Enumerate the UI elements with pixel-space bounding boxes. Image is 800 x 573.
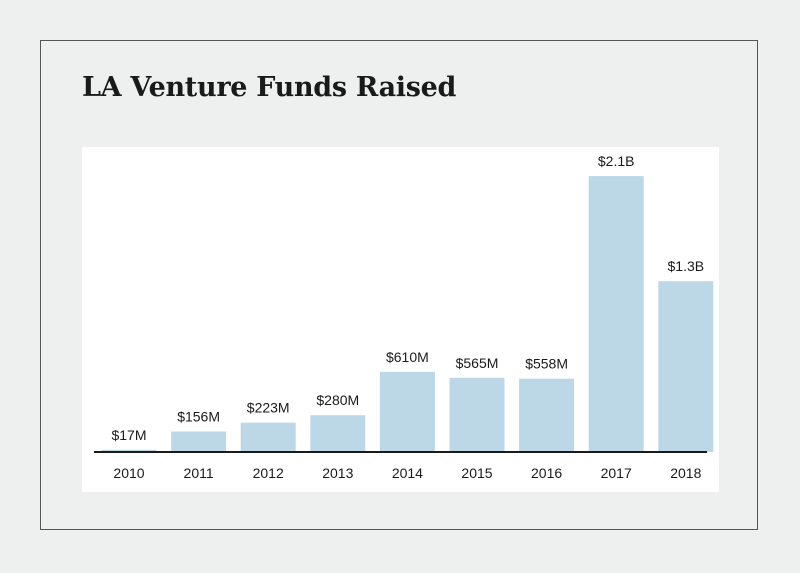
bar-2016 (519, 378, 575, 452)
x-tick-label-2011: 2011 (184, 465, 214, 481)
bar-2013 (310, 415, 366, 452)
x-tick-label-2010: 2010 (113, 465, 144, 481)
value-label-2018: $1.3B (668, 258, 705, 274)
value-labels-group: $17M $156M $223M $280M $610M $565M $558M $2.1B $… (111, 153, 704, 443)
value-label-2014: $610M (386, 349, 429, 365)
value-label-2012: $223M (247, 400, 290, 416)
value-label-2015: $565M (456, 355, 499, 371)
x-tick-label-2017: 2017 (601, 465, 632, 481)
value-label-2017: $2.1B (598, 153, 635, 169)
bars-group (101, 176, 714, 452)
bar-2011 (171, 431, 227, 452)
x-tick-label-2012: 2012 (253, 465, 284, 481)
bar-2012 (240, 422, 296, 452)
bar-2018 (658, 281, 714, 452)
chart-panel: $17M $156M $223M $280M $610M $565M $558M $2.1B $… (82, 147, 719, 492)
x-tick-label-2018: 2018 (670, 465, 701, 481)
x-tick-label-2013: 2013 (322, 465, 353, 481)
bar-chart: $17M $156M $223M $280M $610M $565M $558M $2.1B $… (94, 153, 714, 481)
x-tick-label-2014: 2014 (392, 465, 423, 481)
bar-2010 (101, 449, 157, 452)
bar-2014 (379, 371, 435, 452)
value-label-2010: $17M (111, 427, 146, 443)
x-tick-label-2015: 2015 (461, 465, 492, 481)
x-tick-labels: 2010 2011 2012 2013 2014 2015 2016 2017 2018 (113, 465, 701, 481)
x-tick-label-2016: 2016 (531, 465, 562, 481)
bar-2015 (449, 377, 505, 452)
value-label-2013: $280M (316, 392, 359, 408)
value-label-2016: $558M (525, 356, 568, 372)
value-label-2011: $156M (177, 409, 220, 425)
bar-2017 (588, 176, 644, 452)
chart-title: LA Venture Funds Raised (82, 72, 457, 103)
